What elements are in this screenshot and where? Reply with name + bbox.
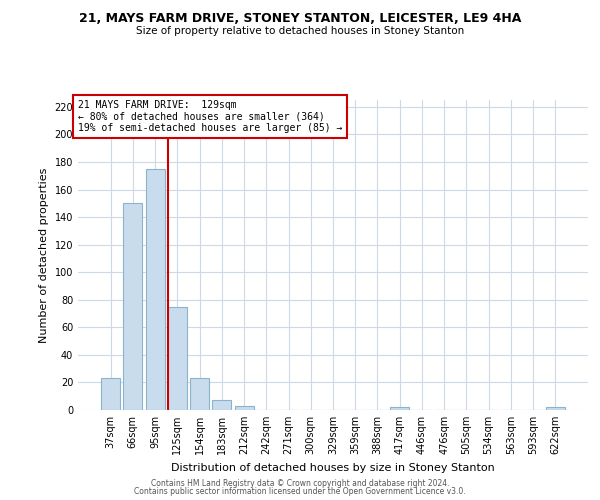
Text: Size of property relative to detached houses in Stoney Stanton: Size of property relative to detached ho… xyxy=(136,26,464,36)
Y-axis label: Number of detached properties: Number of detached properties xyxy=(39,168,49,342)
Bar xyxy=(101,378,120,410)
Text: 21, MAYS FARM DRIVE, STONEY STANTON, LEICESTER, LE9 4HA: 21, MAYS FARM DRIVE, STONEY STANTON, LEI… xyxy=(79,12,521,26)
Bar xyxy=(190,378,209,410)
Bar xyxy=(146,169,164,410)
Bar xyxy=(546,407,565,410)
Text: 21 MAYS FARM DRIVE:  129sqm
← 80% of detached houses are smaller (364)
19% of se: 21 MAYS FARM DRIVE: 129sqm ← 80% of deta… xyxy=(78,100,343,133)
Text: Contains HM Land Registry data © Crown copyright and database right 2024.: Contains HM Land Registry data © Crown c… xyxy=(151,478,449,488)
Text: Contains public sector information licensed under the Open Government Licence v3: Contains public sector information licen… xyxy=(134,487,466,496)
Bar xyxy=(168,306,187,410)
Bar xyxy=(212,400,231,410)
Bar xyxy=(235,406,254,410)
Bar xyxy=(124,204,142,410)
Bar xyxy=(390,407,409,410)
X-axis label: Distribution of detached houses by size in Stoney Stanton: Distribution of detached houses by size … xyxy=(171,462,495,472)
